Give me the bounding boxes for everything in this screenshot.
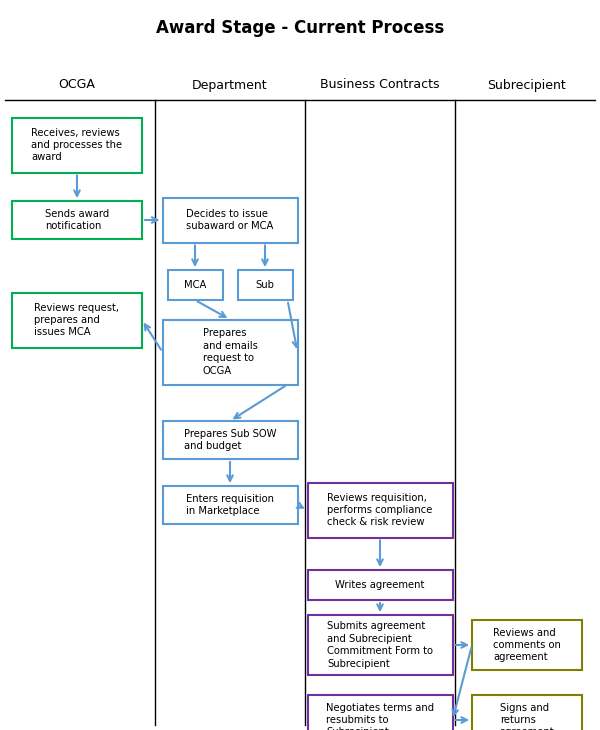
Text: Sub: Sub: [256, 280, 274, 290]
FancyBboxPatch shape: [12, 118, 142, 172]
FancyBboxPatch shape: [308, 615, 452, 675]
Text: Submits agreement
and Subrecipient
Commitment Form to
Subrecipient: Submits agreement and Subrecipient Commi…: [327, 621, 433, 669]
FancyBboxPatch shape: [167, 270, 223, 300]
FancyBboxPatch shape: [12, 293, 142, 347]
Text: MCA: MCA: [184, 280, 206, 290]
Text: Enters requisition
in Marketplace: Enters requisition in Marketplace: [186, 493, 274, 516]
Text: Reviews requisition,
performs compliance
check & risk review: Reviews requisition, performs compliance…: [328, 493, 433, 527]
FancyBboxPatch shape: [163, 320, 298, 385]
Text: Business Contracts: Business Contracts: [320, 79, 440, 91]
Text: Signs and
returns
agreement: Signs and returns agreement: [500, 702, 554, 730]
Text: Reviews and
comments on
agreement: Reviews and comments on agreement: [493, 628, 561, 662]
Text: Reviews request,
prepares and
issues MCA: Reviews request, prepares and issues MCA: [35, 303, 119, 337]
Text: Prepares Sub SOW
and budget: Prepares Sub SOW and budget: [184, 429, 276, 451]
FancyBboxPatch shape: [472, 695, 582, 730]
FancyBboxPatch shape: [308, 695, 452, 730]
Text: Negotiates terms and
resubmits to
Subrecipient: Negotiates terms and resubmits to Subrec…: [326, 702, 434, 730]
Text: Sends award
notification: Sends award notification: [45, 209, 109, 231]
Text: Award Stage - Current Process: Award Stage - Current Process: [156, 19, 444, 37]
FancyBboxPatch shape: [308, 483, 452, 537]
FancyBboxPatch shape: [472, 620, 582, 670]
FancyBboxPatch shape: [308, 570, 452, 600]
Text: OCGA: OCGA: [59, 79, 95, 91]
FancyBboxPatch shape: [12, 201, 142, 239]
Text: Writes agreement: Writes agreement: [335, 580, 425, 590]
Text: Prepares
and emails
request to
OCGA: Prepares and emails request to OCGA: [203, 328, 257, 376]
Text: Subrecipient: Subrecipient: [488, 79, 566, 91]
Text: Decides to issue
subaward or MCA: Decides to issue subaward or MCA: [187, 209, 274, 231]
FancyBboxPatch shape: [163, 486, 298, 524]
FancyBboxPatch shape: [163, 198, 298, 242]
Text: Department: Department: [192, 79, 268, 91]
FancyBboxPatch shape: [163, 421, 298, 459]
Text: Receives, reviews
and processes the
award: Receives, reviews and processes the awar…: [31, 128, 122, 162]
FancyBboxPatch shape: [238, 270, 293, 300]
